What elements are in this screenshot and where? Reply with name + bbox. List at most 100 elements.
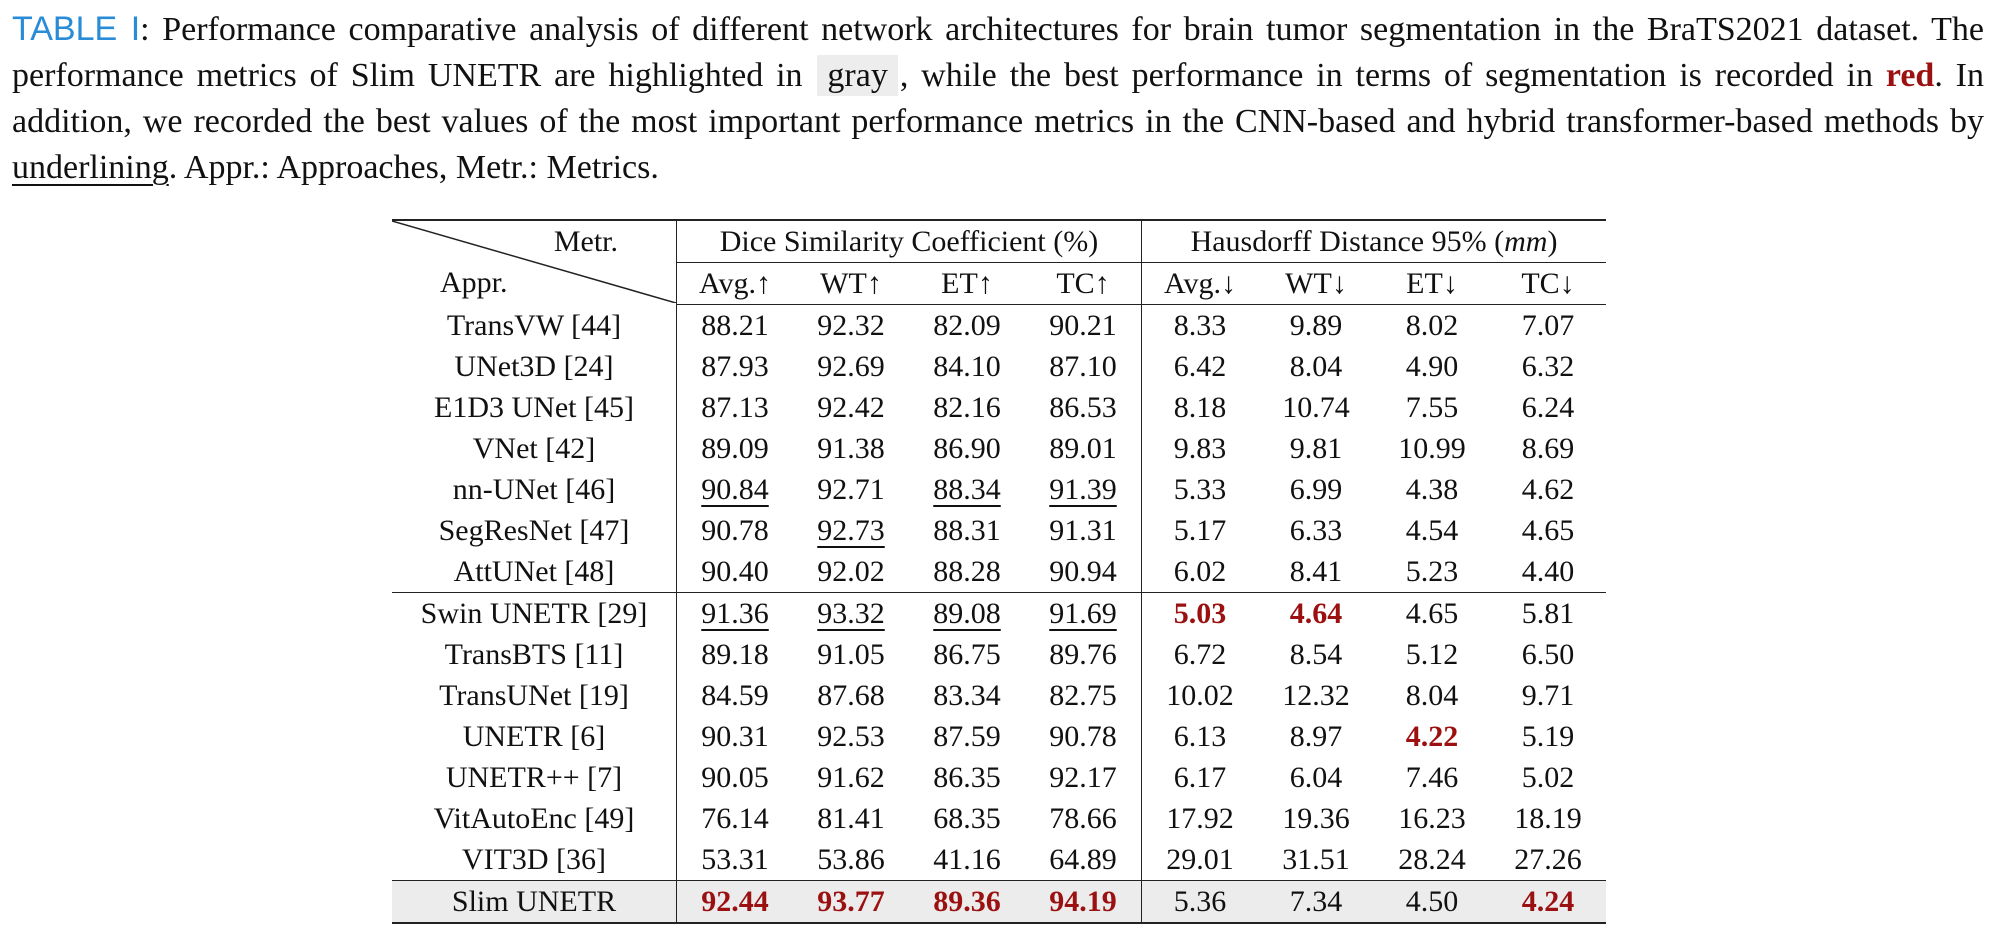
metric-value: 6.17 — [1142, 757, 1259, 798]
metric-value-text: 8.41 — [1289, 555, 1343, 588]
metric-value-text: 8.18 — [1173, 391, 1227, 424]
metric-value-text: 91.38 — [817, 432, 885, 465]
metric-value-text: 86.75 — [933, 638, 1001, 671]
metric-value: 29.01 — [1142, 839, 1259, 881]
metric-value: 9.89 — [1258, 305, 1374, 347]
metric-value: 41.16 — [909, 839, 1025, 881]
metric-value-text: 90.78 — [1049, 720, 1117, 753]
metric-value-text: 7.34 — [1289, 885, 1343, 918]
metric-value-text: 87.59 — [933, 720, 1001, 753]
metric-value-text: 92.32 — [817, 309, 885, 342]
table-row: TransUNet [19] 84.59 87.68 83.34 82.75 10.02 1… — [392, 675, 1606, 716]
approach-name: VIT3D [36] — [392, 839, 677, 881]
table-row-highlighted: Slim UNETR 92.44 93.77 89.36 94.19 5.36 7.34 4.… — [392, 880, 1606, 924]
metric-value-text: 84.59 — [701, 679, 769, 712]
metric-value-text: 6.72 — [1173, 638, 1227, 671]
metric-value-text: 6.24 — [1521, 391, 1575, 424]
metric-value: 6.13 — [1142, 716, 1259, 757]
metric-value-text: 4.64 — [1289, 597, 1343, 630]
metric-value: 81.41 — [793, 798, 909, 839]
metric-header: TC↓ — [1490, 262, 1606, 305]
metric-value: 91.69 — [1025, 592, 1142, 634]
metric-value: 88.34 — [909, 469, 1025, 510]
group-header-hausdorff: Hausdorff Distance 95% (mm) — [1141, 219, 1606, 263]
metric-value-text: 68.35 — [933, 802, 1001, 835]
metric-value-text: 90.31 — [701, 720, 769, 753]
metric-value-text: 6.50 — [1521, 638, 1575, 671]
metric-value-text: 82.75 — [1049, 679, 1117, 712]
metric-value-text: 92.73 — [817, 514, 885, 547]
metric-value: 17.92 — [1142, 798, 1259, 839]
metric-value-text: 6.13 — [1173, 720, 1227, 753]
metric-value-text: 8.04 — [1289, 350, 1343, 383]
metric-value-text: 89.09 — [701, 432, 769, 465]
approach-name: UNETR++ [7] — [392, 757, 677, 798]
metric-value: 7.07 — [1490, 305, 1606, 347]
hausdorff-label-prefix: Hausdorff Distance 95% ( — [1190, 225, 1505, 258]
metric-value: 87.93 — [677, 346, 794, 387]
metric-value-text: 6.02 — [1173, 555, 1227, 588]
metric-value: 8.54 — [1258, 634, 1374, 675]
metric-value: 84.10 — [909, 346, 1025, 387]
metric-value: 7.55 — [1374, 387, 1490, 428]
metric-value-text: 88.34 — [933, 473, 1001, 506]
approach-name: nn-UNet [46] — [392, 469, 677, 510]
metric-value-text: 92.42 — [817, 391, 885, 424]
metric-value-text: 4.65 — [1521, 514, 1575, 547]
metric-value: 6.42 — [1142, 346, 1259, 387]
metric-value: 8.41 — [1258, 551, 1374, 593]
metric-value-text: 6.33 — [1289, 514, 1343, 547]
metric-value: 53.31 — [677, 839, 794, 881]
table-row: SegResNet [47] 90.78 92.73 88.31 91.31 5.17 6.… — [392, 510, 1606, 551]
metric-value: 89.09 — [677, 428, 794, 469]
table-row: Swin UNETR [29] 91.36 93.32 89.08 91.69 5.03 4… — [392, 592, 1606, 634]
metric-value: 9.83 — [1142, 428, 1259, 469]
metric-value-text: 5.36 — [1173, 885, 1227, 918]
metric-header: Avg.↑ — [676, 262, 793, 305]
metric-value: 4.54 — [1374, 510, 1490, 551]
metric-value-text: 89.76 — [1049, 638, 1117, 671]
metric-value: 87.10 — [1025, 346, 1142, 387]
metric-value: 92.44 — [676, 880, 793, 924]
metric-value-text: 76.14 — [701, 802, 769, 835]
metric-value-text: 5.03 — [1173, 597, 1227, 630]
table-row: UNETR [6] 90.31 92.53 87.59 90.78 6.13 8.97 4.2… — [392, 716, 1606, 757]
metric-value: 78.66 — [1025, 798, 1142, 839]
metric-value-text: 89.01 — [1049, 432, 1117, 465]
metric-value: 16.23 — [1374, 798, 1490, 839]
metric-value: 76.14 — [677, 798, 794, 839]
table-row: VitAutoEnc [49] 76.14 81.41 68.35 78.66 17.92… — [392, 798, 1606, 839]
metric-value-text: 4.22 — [1405, 720, 1459, 753]
metric-value: 5.33 — [1142, 469, 1259, 510]
metric-value: 6.50 — [1490, 634, 1606, 675]
metric-value-text: 5.81 — [1521, 597, 1575, 630]
approach-name: Slim UNETR — [392, 880, 677, 924]
approach-name: UNETR [6] — [392, 716, 677, 757]
metric-value-text: 93.77 — [817, 885, 885, 918]
metric-value-text: 90.05 — [701, 761, 769, 794]
metric-value: 82.09 — [909, 305, 1025, 347]
metric-value: 91.36 — [676, 592, 793, 634]
metric-value: 10.02 — [1142, 675, 1259, 716]
metric-value-text: 7.55 — [1405, 391, 1459, 424]
metric-value-text: 8.04 — [1405, 679, 1459, 712]
hausdorff-unit: mm — [1504, 225, 1548, 258]
metric-value-text: 81.41 — [817, 802, 885, 835]
metric-value: 9.81 — [1258, 428, 1374, 469]
metric-value-text: 4.40 — [1521, 555, 1575, 588]
corner-diagonal — [392, 221, 676, 303]
table-row: E1D3 UNet [45] 87.13 92.42 82.16 86.53 8.18 10… — [392, 387, 1606, 428]
metric-value-text: 8.02 — [1405, 309, 1459, 342]
metric-value-text: 87.68 — [817, 679, 885, 712]
metric-value-text: 5.23 — [1405, 555, 1459, 588]
metric-value-text: 27.26 — [1514, 843, 1582, 876]
corner-header: Metr. Appr. — [392, 219, 677, 305]
metric-value: 8.97 — [1258, 716, 1374, 757]
caption-text-3: . In addition, we recorded the best valu… — [12, 57, 1985, 140]
metric-value-text: 82.09 — [933, 309, 1001, 342]
metric-value-text: 28.24 — [1398, 843, 1466, 876]
metric-value-text: 8.54 — [1289, 638, 1343, 671]
metric-header: ET↑ — [909, 262, 1025, 305]
metric-value: 86.75 — [909, 634, 1025, 675]
metric-value: 90.94 — [1025, 551, 1142, 593]
